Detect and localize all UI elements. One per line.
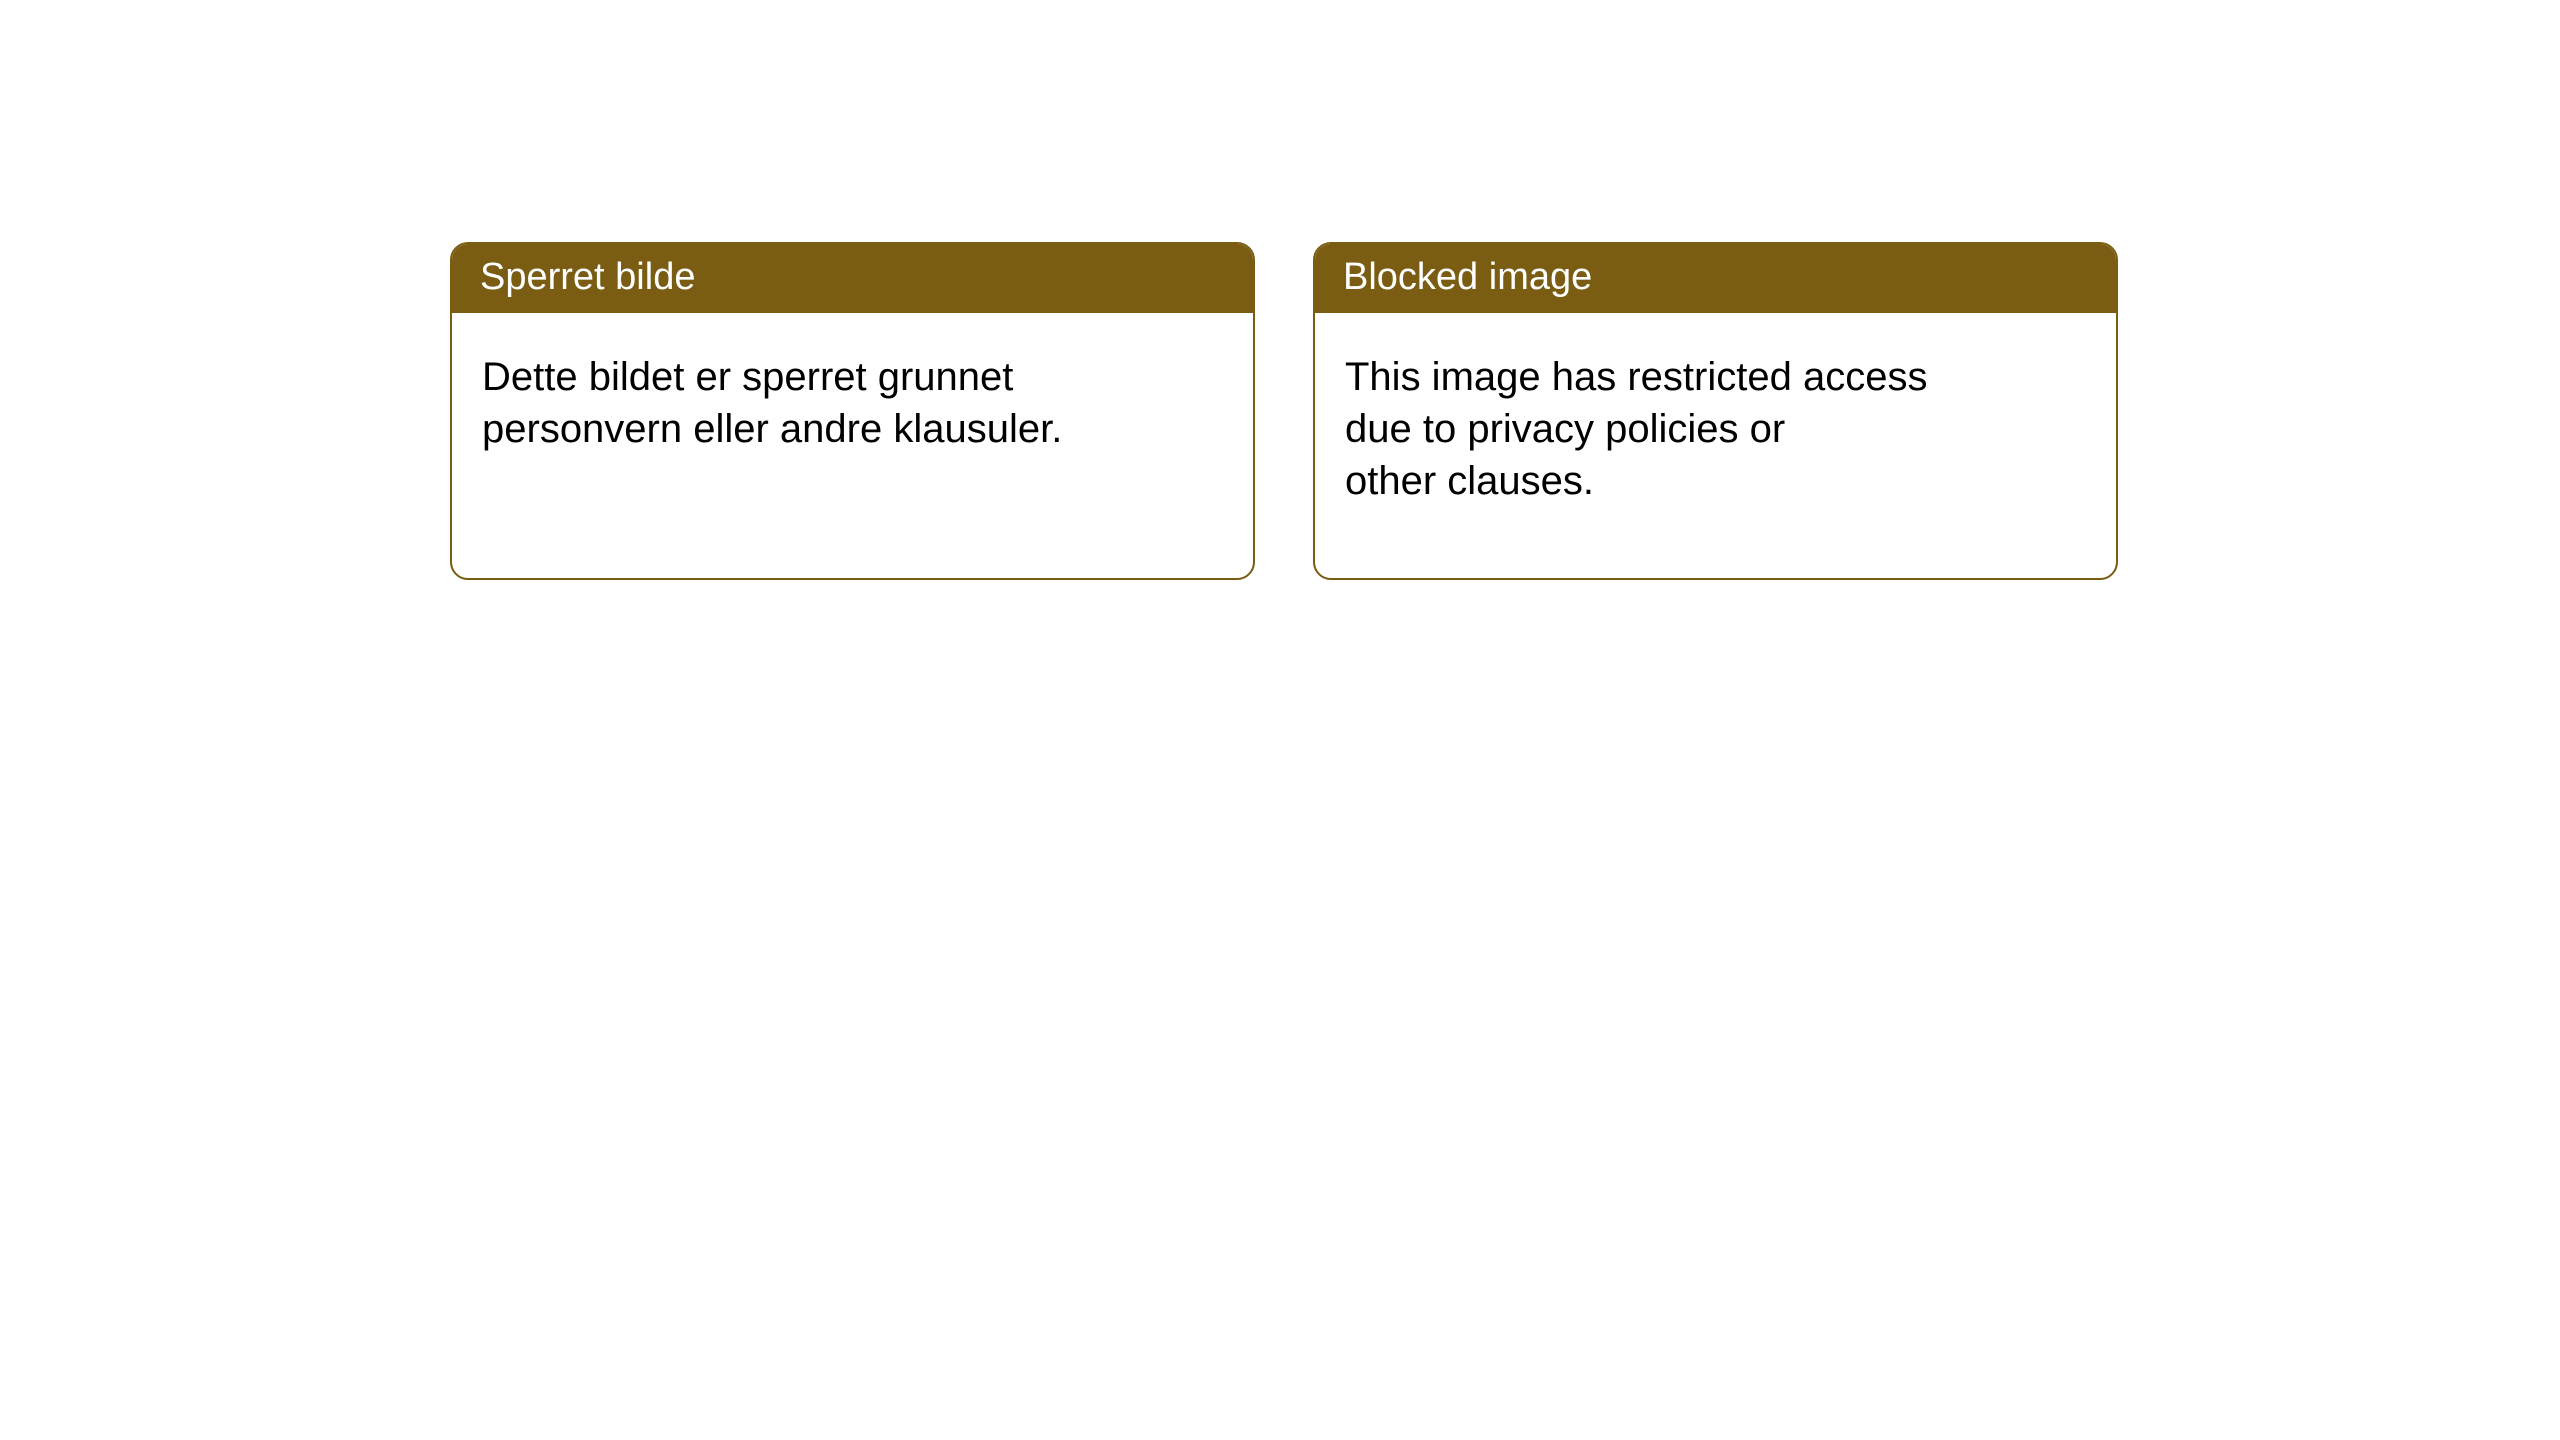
card-title: Sperret bilde — [480, 256, 695, 298]
card-blocked-nb: Sperret bilde Dette bildet er sperret gr… — [450, 242, 1255, 580]
cards-container: Sperret bilde Dette bildet er sperret gr… — [0, 0, 2560, 580]
card-title: Blocked image — [1343, 256, 1592, 298]
card-body-text: Dette bildet er sperret grunnetpersonver… — [482, 355, 1062, 451]
card-body-text: This image has restricted accessdue to p… — [1345, 355, 1927, 503]
card-blocked-en: Blocked image This image has restricted … — [1313, 242, 2118, 580]
card-body: This image has restricted accessdue to p… — [1315, 313, 2116, 537]
card-header: Sperret bilde — [452, 244, 1253, 313]
card-header: Blocked image — [1315, 244, 2116, 313]
card-body: Dette bildet er sperret grunnetpersonver… — [452, 313, 1253, 485]
